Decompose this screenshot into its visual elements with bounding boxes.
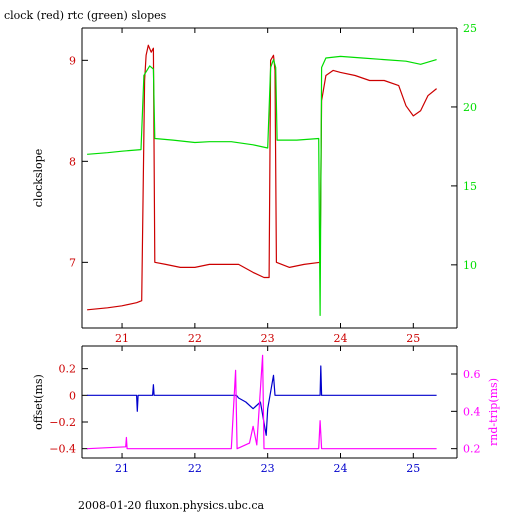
x-tick-label-1-1: 22 (188, 462, 202, 475)
y2-tick-label-0-2: 20 (463, 101, 477, 114)
series-line-1-0 (87, 365, 437, 436)
y-tick-label-0-1: 8 (69, 155, 76, 168)
y2-tick-label-0-1: 15 (463, 180, 477, 193)
y-tick-label-1-0: 0.2 (59, 363, 77, 376)
y2-axis-label-1: rnd-trip(ms) (487, 378, 500, 446)
x-tick-label-1-3: 24 (333, 462, 347, 475)
series-line-1-1 (87, 354, 437, 450)
y-tick-label-1-3: −0.4 (49, 443, 76, 456)
y2-tick-label-1-0: 0.2 (463, 443, 481, 456)
chart-title: clock (red) rtc (green) slopes (4, 9, 167, 22)
y-tick-label-0-2: 9 (69, 54, 76, 67)
series-line-0-1 (87, 55, 437, 316)
x-tick-label-0-1: 22 (188, 332, 202, 345)
y-axis-label-1: offset(ms) (32, 374, 45, 430)
y2-tick-label-1-1: 0.4 (463, 405, 481, 418)
y-tick-label-0-0: 7 (69, 256, 76, 269)
x-tick-label-0-3: 24 (333, 332, 347, 345)
y2-tick-label-0-3: 25 (463, 22, 477, 35)
y-tick-label-1-2: −0.2 (49, 416, 76, 429)
footer-text: 2008-01-20 fluxon.physics.ubc.ca (78, 499, 264, 512)
series-line-0-0 (87, 44, 437, 311)
x-tick-label-1-2: 23 (261, 462, 275, 475)
y-tick-label-1-1: 0 (69, 389, 76, 402)
x-tick-label-0-4: 25 (406, 332, 420, 345)
x-tick-label-1-0: 21 (115, 462, 129, 475)
x-tick-label-0-2: 23 (261, 332, 275, 345)
y-axis-label-0: clockslope (32, 149, 45, 207)
x-tick-label-0-0: 21 (115, 332, 129, 345)
x-tick-label-1-4: 25 (406, 462, 420, 475)
y2-tick-label-1-2: 0.6 (463, 368, 481, 381)
y2-tick-label-0-0: 10 (463, 259, 477, 272)
